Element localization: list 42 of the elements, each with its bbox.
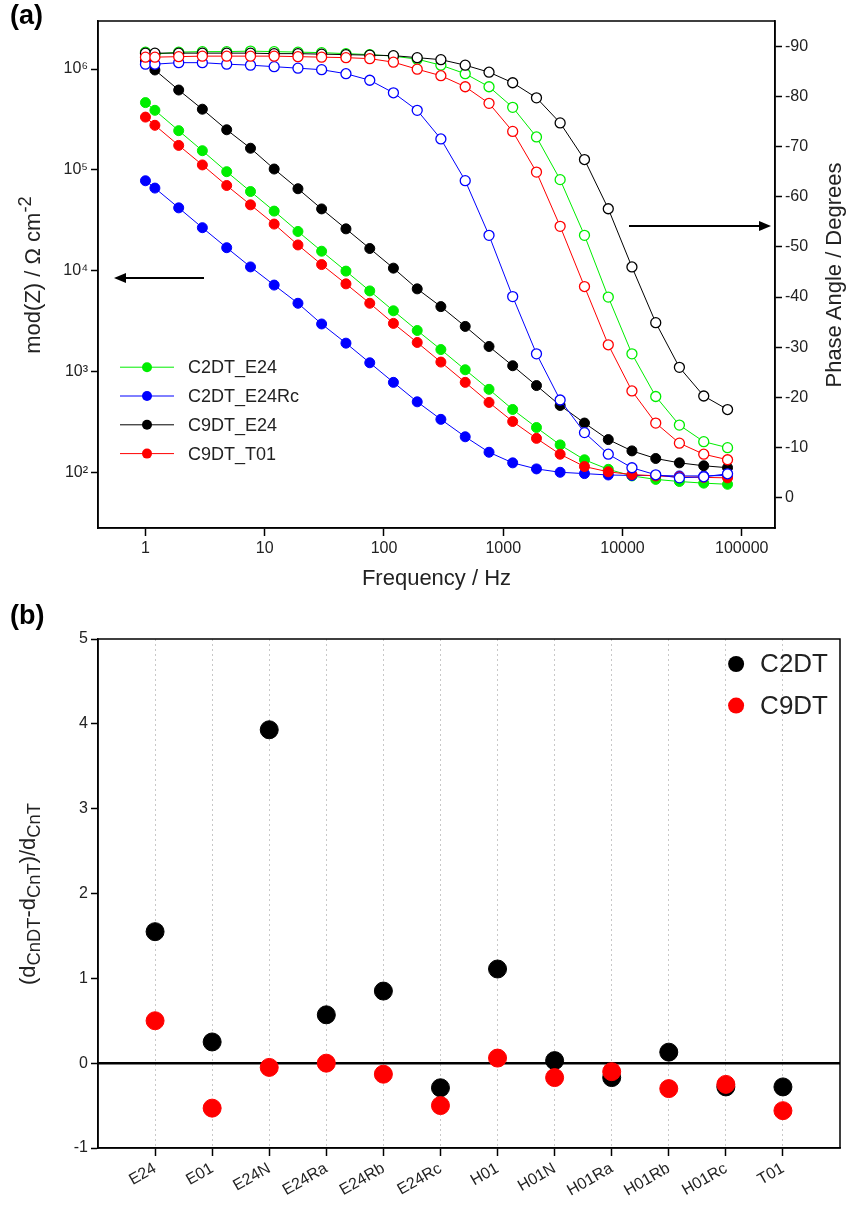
y-tick-label: 10²	[64, 462, 89, 480]
y-tick-label: 10³	[64, 361, 89, 379]
x-tick-label: E01	[182, 1158, 216, 1188]
y-tick-label: 1	[79, 968, 89, 986]
y2-axis-title: Phase Angle / Degrees	[821, 161, 847, 388]
legend-label: C2DT	[760, 648, 829, 679]
y2-tick-label: -70	[785, 136, 809, 154]
y2-tick-label: 0	[785, 488, 794, 506]
y-tick-label: -1	[73, 1138, 89, 1156]
legend-label: C9DT_T01	[188, 443, 277, 465]
legend-label: C9DT_E24	[188, 414, 278, 436]
x-tick-label: 10000	[600, 539, 645, 557]
y-tick-label: 10⁵	[63, 160, 88, 178]
y-tick-label: 10⁶	[63, 59, 88, 77]
legend-label: C9DT	[760, 689, 829, 720]
x-tick-label: H01	[467, 1158, 502, 1189]
y-tick-label: 4	[79, 714, 89, 732]
y2-tick-label: -20	[785, 387, 809, 405]
y-tick-label: 2	[79, 883, 89, 901]
y-tick-label: 10⁴	[63, 261, 89, 279]
y2-tick-label: -60	[785, 187, 809, 205]
x-tick-label: 1	[141, 539, 151, 557]
x-tick-label: 100	[370, 539, 398, 557]
y-tick-label: 5	[79, 629, 89, 647]
x-axis-title: Frequency / Hz	[361, 565, 512, 591]
y2-tick-label: -90	[785, 36, 809, 54]
legend-label: C2DT_E24Rc	[188, 385, 300, 407]
chart-title: (a)	[10, 0, 43, 31]
x-tick-label: 100000	[715, 539, 769, 557]
x-tick-label: T01	[754, 1158, 787, 1188]
y2-tick-label: -40	[785, 287, 809, 305]
y2-tick-label: -50	[785, 237, 809, 255]
x-tick-label: E24	[125, 1158, 159, 1188]
legend-label: C2DT_E24	[188, 357, 278, 379]
y-tick-label: 3	[79, 799, 89, 817]
y2-tick-label: -80	[785, 86, 809, 104]
y-tick-label: 0	[79, 1053, 89, 1071]
chart-title: (b)	[10, 600, 45, 631]
x-tick-label: 10	[255, 539, 274, 557]
y2-tick-label: -10	[785, 438, 809, 456]
y2-tick-label: -30	[785, 337, 809, 355]
x-tick-label: 1000	[485, 539, 522, 557]
